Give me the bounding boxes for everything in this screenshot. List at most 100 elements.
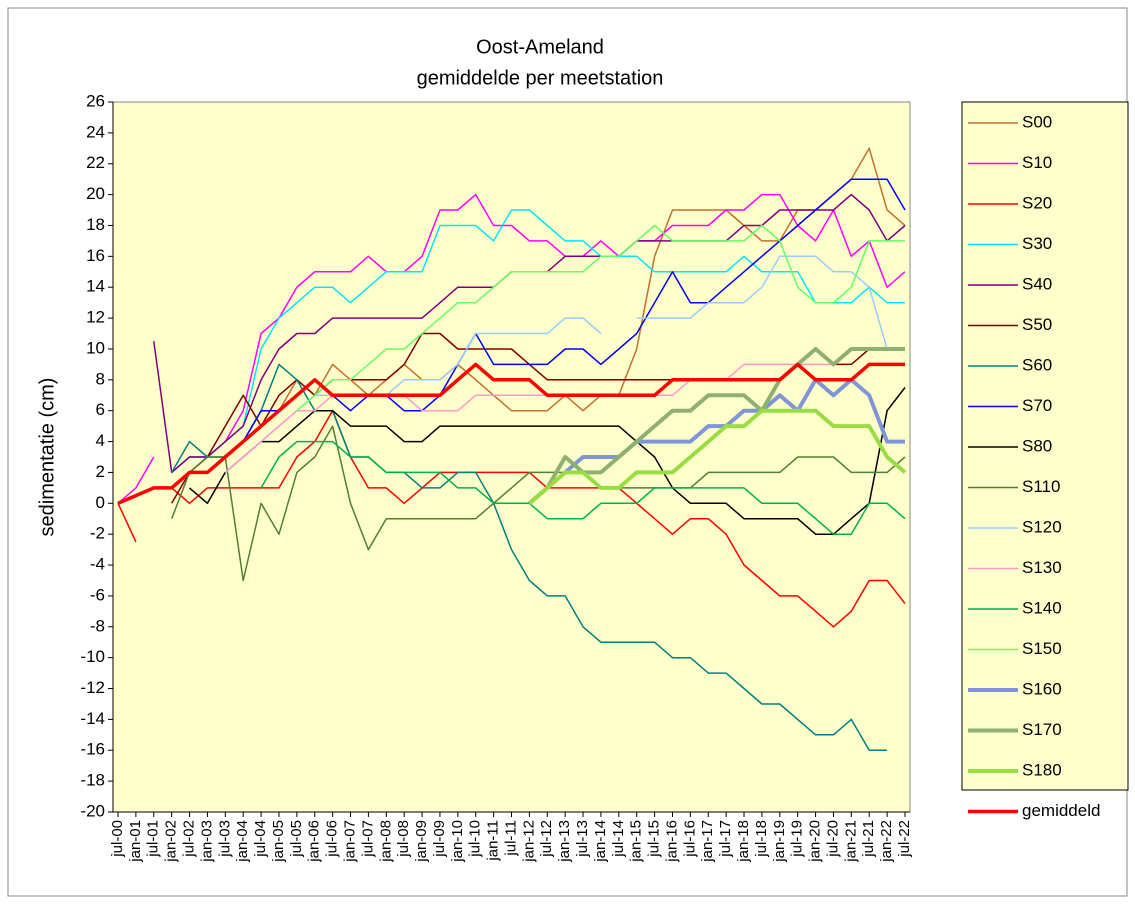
x-tick-label: jan-21 xyxy=(842,820,859,863)
y-tick-label: -14 xyxy=(80,709,105,728)
x-tick-label: jan-12 xyxy=(520,820,537,863)
y-tick-label: 8 xyxy=(96,369,105,388)
y-tick-label: 10 xyxy=(86,338,105,357)
y-tick-label: 2 xyxy=(96,462,105,481)
x-tick-label: jul-02 xyxy=(181,820,198,858)
x-tick-label: jan-10 xyxy=(449,820,466,863)
x-tick-label: jul-04 xyxy=(252,820,269,858)
legend-label: S130 xyxy=(1022,558,1062,577)
x-tick-label: jul-08 xyxy=(395,820,412,858)
x-tick-label: jul-20 xyxy=(824,820,841,858)
legend-label: S20 xyxy=(1022,193,1052,212)
x-tick-label: jan-13 xyxy=(556,820,573,863)
series-line xyxy=(170,425,906,582)
legend-label: S150 xyxy=(1022,639,1062,658)
x-tick-label: jul-21 xyxy=(860,820,877,858)
y-tick-label: 16 xyxy=(86,246,105,265)
x-tick-label: jan-02 xyxy=(163,820,180,863)
x-tick-label: jan-20 xyxy=(807,820,824,863)
x-tick-label: jul-01 xyxy=(145,820,162,858)
series-line xyxy=(528,347,905,505)
y-tick-label: 14 xyxy=(86,277,105,296)
x-tick-label: jul-00 xyxy=(109,820,126,858)
legend-label: S50 xyxy=(1022,315,1052,334)
y-tick-label: 0 xyxy=(96,493,105,512)
y-tick-label: -2 xyxy=(90,524,105,543)
chart-title: Oost-Ameland xyxy=(476,36,604,58)
legend-label: S10 xyxy=(1022,153,1052,172)
x-tick-label: jul-17 xyxy=(717,820,734,858)
y-tick-label: -8 xyxy=(90,616,105,635)
x-tick-label: jul-16 xyxy=(681,820,698,858)
x-tick-label: jul-03 xyxy=(216,820,233,858)
x-tick-label: jan-19 xyxy=(771,820,788,863)
series-line xyxy=(528,408,907,505)
x-tick-label: jul-10 xyxy=(467,820,484,858)
y-tick-label: -6 xyxy=(90,585,105,604)
x-tick-label: jan-11 xyxy=(485,820,502,862)
chart-subtitle: gemiddelde per meetstation xyxy=(417,67,664,89)
series-line xyxy=(117,193,906,504)
y-tick-label: -12 xyxy=(80,678,105,697)
y-tick-label: -18 xyxy=(80,771,105,790)
x-tick-label: jan-15 xyxy=(628,820,645,863)
x-tick-label: jan-03 xyxy=(198,820,215,863)
y-tick-label: 4 xyxy=(96,431,105,450)
x-tick-label: jul-07 xyxy=(359,820,376,858)
x-tick-label: jan-09 xyxy=(413,820,430,863)
y-tick-label: 12 xyxy=(86,308,105,327)
x-tick-label: jan-05 xyxy=(270,820,287,863)
x-tick-label: jan-18 xyxy=(735,820,752,863)
legend-label: S110 xyxy=(1022,477,1060,496)
x-tick-label: jul-22 xyxy=(896,820,913,858)
series-line xyxy=(171,209,905,473)
legend-label: S170 xyxy=(1022,720,1062,739)
y-tick-label: -4 xyxy=(90,555,105,574)
y-tick-label: 6 xyxy=(96,400,105,419)
plot-area xyxy=(112,101,911,813)
legend-label: S160 xyxy=(1022,679,1062,698)
x-tick-label: jul-11 xyxy=(502,820,519,857)
x-tick-label: jan-22 xyxy=(878,820,895,863)
series-line xyxy=(528,377,905,505)
x-tick-label: jul-09 xyxy=(431,820,448,858)
legend-label: S40 xyxy=(1022,274,1052,293)
legend-label: gemiddeld xyxy=(1022,801,1100,820)
y-tick-label: -20 xyxy=(80,801,105,820)
x-tick-label: jul-15 xyxy=(646,820,663,858)
legend-box xyxy=(961,101,1129,791)
y-tick-label: 20 xyxy=(86,184,105,203)
x-tick-label: jan-17 xyxy=(699,820,716,863)
x-tick-label: jan-08 xyxy=(377,820,394,863)
x-tick-label: jul-19 xyxy=(789,820,806,858)
legend-label: S70 xyxy=(1022,396,1052,415)
x-tick-label: jan-14 xyxy=(592,820,609,863)
legend-label: S140 xyxy=(1022,598,1062,617)
y-tick-label: 24 xyxy=(86,122,105,141)
x-tick-label: jul-13 xyxy=(574,820,591,858)
x-tick-label: jan-16 xyxy=(663,820,680,863)
series-line xyxy=(171,147,906,489)
y-tick-label: -16 xyxy=(80,740,105,759)
series-line xyxy=(117,409,906,628)
x-tick-label: jul-05 xyxy=(288,820,305,858)
x-tick-label: jul-12 xyxy=(538,820,555,858)
y-tick-label: -10 xyxy=(80,647,105,666)
y-axis-label: sedimentatie (cm) xyxy=(36,378,58,537)
y-tick-label: 26 xyxy=(86,91,105,110)
legend-label: S180 xyxy=(1022,760,1062,779)
legend-label: S30 xyxy=(1022,234,1052,253)
x-tick-label: jul-18 xyxy=(753,820,770,858)
x-tick-label: jul-14 xyxy=(610,820,627,858)
y-tick-label: 22 xyxy=(86,153,105,172)
x-tick-label: jan-04 xyxy=(234,820,251,863)
legend-label: S00 xyxy=(1022,112,1052,131)
x-tick-label: jul-06 xyxy=(324,820,341,858)
series-line xyxy=(260,440,906,535)
series-line xyxy=(189,387,906,535)
legend-label: S120 xyxy=(1022,517,1062,536)
x-tick-label: jan-06 xyxy=(306,820,323,863)
x-tick-label: jan-01 xyxy=(127,820,144,863)
y-tick-label: 18 xyxy=(86,215,105,234)
